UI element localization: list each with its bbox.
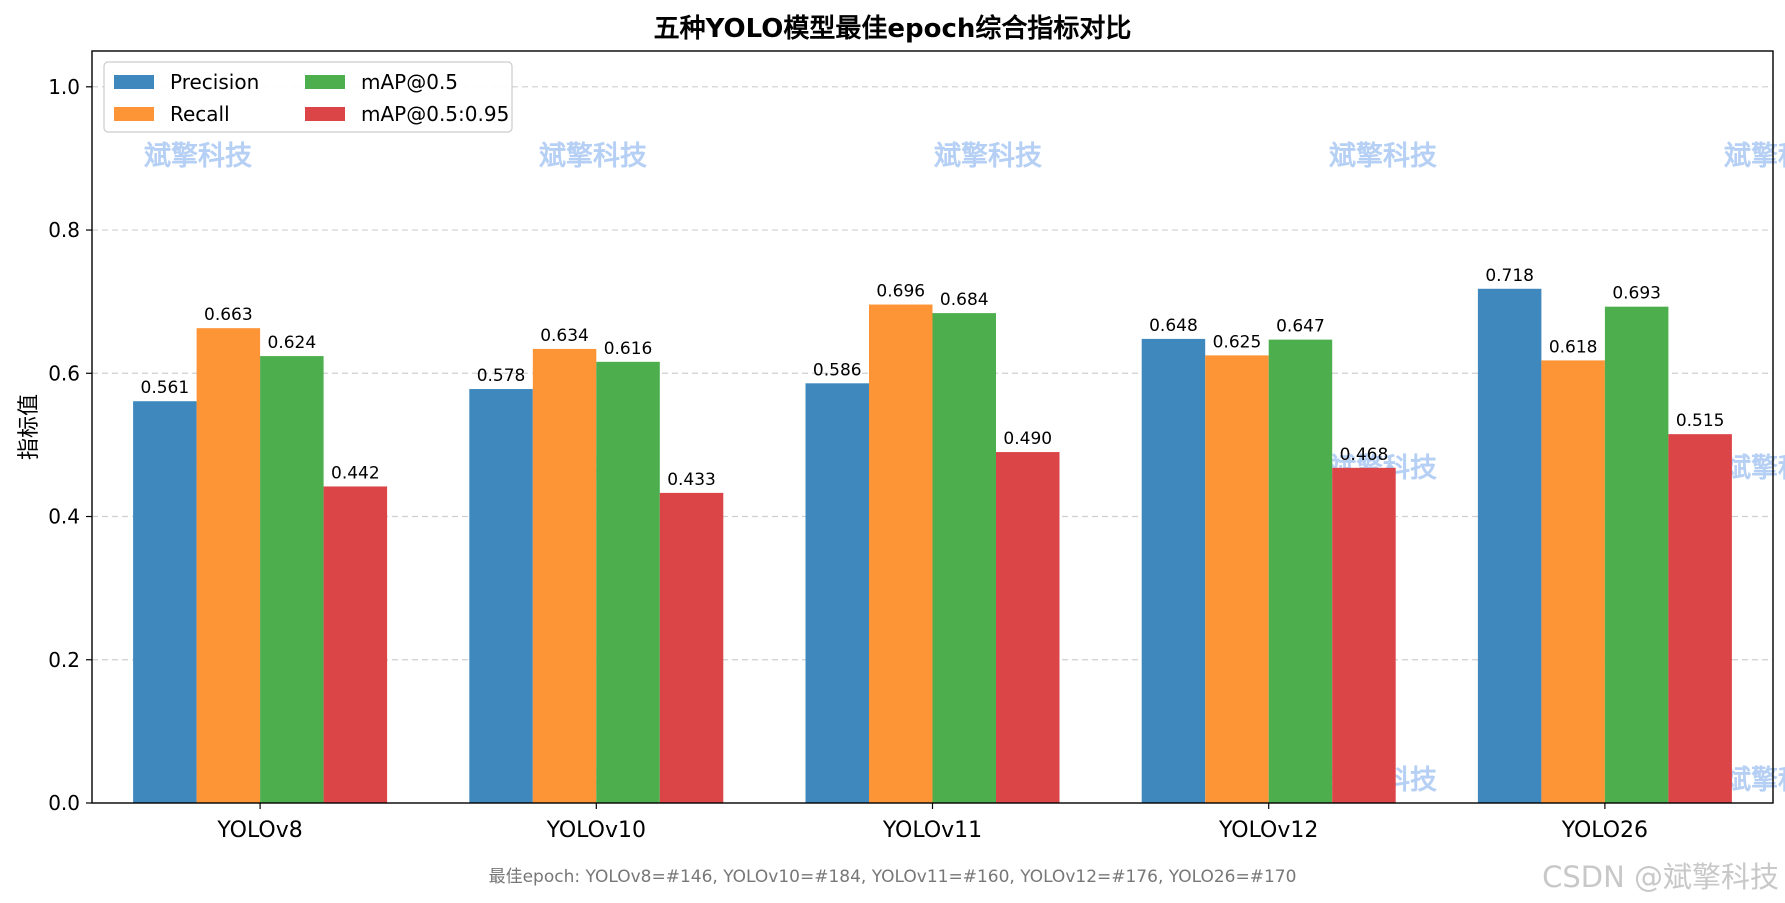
bar-value-label: 0.634 <box>540 326 589 346</box>
watermark-text: 斌擎科技 <box>143 140 252 172</box>
bar-value-label: 0.468 <box>1340 445 1389 465</box>
bar-value-label: 0.578 <box>477 366 526 386</box>
bar <box>1141 338 1206 803</box>
legend-swatch <box>114 75 154 89</box>
bar <box>1268 339 1333 803</box>
bar-value-label: 0.693 <box>1612 284 1661 304</box>
bar <box>1604 306 1669 803</box>
csdn-watermark: CSDN @斌擎科技 <box>1542 860 1779 894</box>
bar <box>196 328 261 803</box>
y-tick-label: 0.4 <box>48 505 80 529</box>
bar <box>323 486 388 803</box>
bar-value-label: 0.618 <box>1549 337 1598 357</box>
best-epoch-footnote: 最佳epoch: YOLOv8=#146, YOLOv10=#184, YOLO… <box>488 867 1297 887</box>
bar-value-label: 0.624 <box>268 333 317 353</box>
legend-label: mAP@0.5 <box>361 70 458 94</box>
watermark-text: 斌擎科技 <box>1723 764 1785 796</box>
legend-swatch <box>305 75 345 89</box>
legend-swatch <box>305 107 345 121</box>
y-tick-label: 0.0 <box>48 791 80 815</box>
bar <box>932 313 996 803</box>
y-tick-label: 0.2 <box>48 648 80 672</box>
bar <box>1205 355 1269 803</box>
x-tick-label: YOLOv12 <box>1218 818 1318 843</box>
bar-value-label: 0.625 <box>1213 332 1262 352</box>
bar-value-label: 0.586 <box>813 360 862 380</box>
legend-label: Recall <box>170 102 230 126</box>
bar-value-label: 0.515 <box>1676 411 1725 431</box>
legend-label: mAP@0.5:0.95 <box>361 102 509 126</box>
bar-value-label: 0.696 <box>876 282 925 302</box>
x-tick-label: YOLO26 <box>1561 818 1648 843</box>
legend-swatch <box>114 107 154 121</box>
y-tick-label: 0.6 <box>48 361 80 385</box>
bar-value-label: 0.648 <box>1149 316 1198 336</box>
y-axis-label: 指标值 <box>17 394 42 460</box>
x-tick-label: YOLOv8 <box>216 818 302 843</box>
bar-value-label: 0.616 <box>604 339 653 359</box>
bar-value-label: 0.718 <box>1485 266 1534 286</box>
bar-value-label: 0.433 <box>667 470 716 490</box>
bar <box>1332 467 1396 803</box>
watermark-text: 斌擎科技 <box>1328 140 1437 172</box>
bar <box>469 389 533 803</box>
bar <box>659 492 724 803</box>
bar <box>1477 288 1542 803</box>
watermark-text: 斌擎科技 <box>1723 140 1785 172</box>
chart-title: 五种YOLO模型最佳epoch综合指标对比 <box>653 14 1132 44</box>
legend-label: Precision <box>170 70 259 94</box>
bar-value-label: 0.663 <box>204 305 253 325</box>
bar-value-label: 0.684 <box>940 290 989 310</box>
legend-box <box>103 61 513 133</box>
bar <box>260 356 324 803</box>
bar <box>1668 434 1732 803</box>
bar <box>596 361 660 803</box>
bar <box>805 383 869 803</box>
x-tick-label: YOLOv10 <box>546 818 646 843</box>
plot-frame <box>91 50 1774 804</box>
x-tick-label: YOLOv11 <box>882 818 982 843</box>
bar <box>996 452 1060 803</box>
bar <box>133 401 197 803</box>
bar <box>1541 360 1605 803</box>
y-tick-label: 0.8 <box>48 218 80 242</box>
bar-value-label: 0.561 <box>141 378 190 398</box>
bar-value-label: 0.647 <box>1276 317 1325 337</box>
bar <box>869 304 933 803</box>
y-tick-label: 1.0 <box>48 75 80 99</box>
bar-value-label: 0.490 <box>1003 429 1052 449</box>
bar-value-label: 0.442 <box>331 463 380 483</box>
watermark-text: 斌擎科技 <box>1723 452 1785 484</box>
watermark-text: 斌擎科技 <box>933 140 1042 172</box>
watermark-text: 斌擎科技 <box>538 140 647 172</box>
bar <box>532 348 597 803</box>
